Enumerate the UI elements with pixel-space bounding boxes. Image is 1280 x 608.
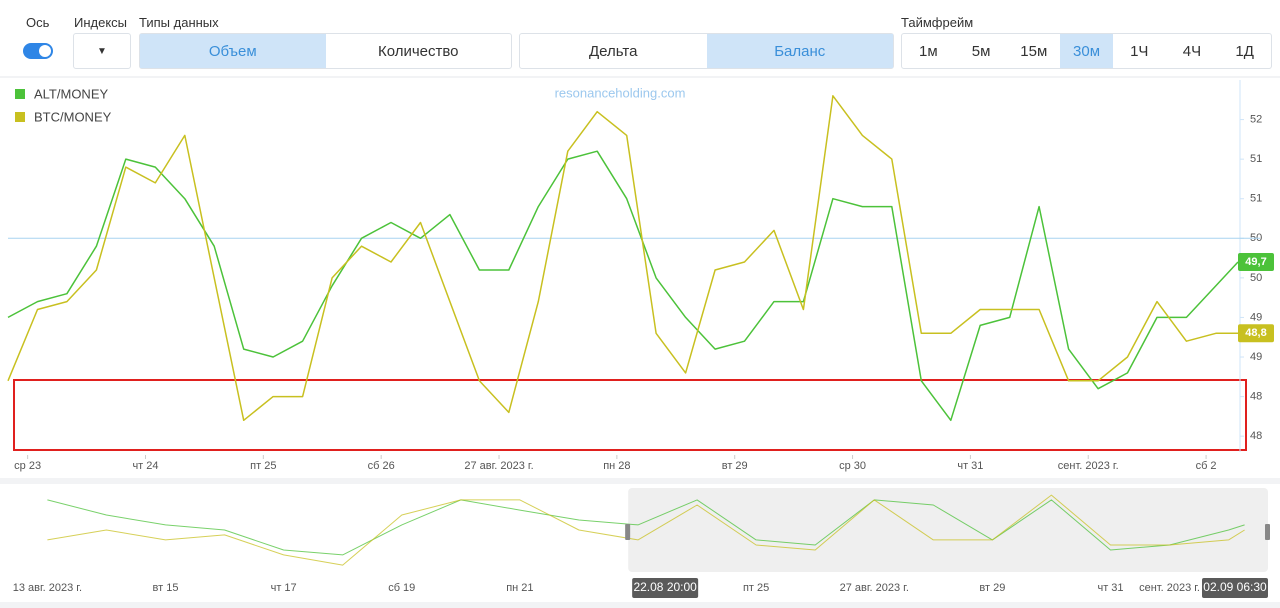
y-tick-label: 51 [1250,193,1262,205]
chart-panel [0,78,1280,478]
legend-label: BTC/MONEY [34,109,112,124]
option[interactable]: Баланс [706,34,893,68]
option[interactable]: 1м [919,42,938,60]
range-badge [632,578,699,598]
option[interactable]: Объем [140,34,326,68]
nav-tick-label: сб 19 [388,582,415,594]
nav-tick-label: 27 авг. 2023 г. [840,582,909,594]
x-tick-label: 27 авг. 2023 г. [464,460,533,472]
y-tick-label: 51 [1250,153,1262,165]
y-tick-label: 49 [1250,351,1262,363]
indices-dropdown[interactable]: ▼ [73,33,131,69]
x-tick-label: сб 2 [1196,460,1217,472]
end-badge-label: 48,8 [1245,327,1266,339]
end-badge-label: 49,7 [1245,256,1266,268]
nav-tick-label: вт 15 [153,582,179,594]
indices-label: Индексы [74,15,128,30]
x-tick-label: чт 24 [132,460,158,472]
range-badge [1202,578,1268,598]
x-tick-label: ср 30 [839,460,866,472]
option[interactable]: 5м [971,42,991,60]
x-tick-label: ср 23 [14,460,41,472]
option[interactable]: Дельта [589,42,638,60]
timeframe-label: Таймфрейм [901,15,974,30]
timeframe: 1м 5м 15м 30м 1Ч 4Ч 1Д [901,33,1272,69]
navigator-selection [628,488,1268,572]
option[interactable]: 1Д [1235,42,1254,60]
y-tick-label: 50 [1250,272,1262,284]
y-tick-label: 48 [1250,430,1262,442]
option[interactable]: Количество [377,42,459,60]
nav-tick-label: сент. 2023 г. [1139,582,1200,594]
nav-tick-label: чт 31 [1097,582,1123,594]
series-line [47,494,1245,566]
option[interactable]: 1Ч [1130,42,1149,60]
range-badge-label: 02.09 06:30 [1203,580,1267,594]
toolbar: Ось Индексы ▼ Типы данных Объем Количест… [0,0,1280,76]
navigator-handle [625,524,631,540]
mode: Дельта Баланс [519,33,894,69]
legend-swatch [15,112,25,122]
nav-tick-label: пн 21 [506,582,533,594]
y-tick-label: 52 [1250,113,1262,125]
end-badge [1238,324,1274,343]
end-badge [1238,253,1274,272]
x-tick-label: сент. 2023 г. [1058,460,1119,472]
series-line [47,499,1245,556]
data-types-label: Типы данных [139,15,219,30]
series-line [7,95,1238,422]
y-tick-label: 49 [1250,311,1262,323]
x-tick-label: чт 31 [957,460,983,472]
nav-tick-label: чт 17 [271,582,297,594]
x-tick-label: пн 28 [603,460,630,472]
legend-swatch [15,89,25,99]
data-types: Объем Количество [139,33,512,69]
x-tick-label: вт 29 [722,460,748,472]
legend-label: ALT/MONEY [34,86,108,101]
x-tick-label: сб 26 [368,460,395,472]
y-tick-label: 48 [1250,391,1262,403]
range-badge-label: 22.08 20:00 [633,580,697,594]
series-line [7,150,1239,422]
axis-label: Ось [26,15,50,30]
option[interactable]: 30м [1060,34,1113,68]
highlight-box [13,379,1247,451]
nav-tick-label: вт 29 [979,582,1005,594]
axis-toggle[interactable] [23,43,53,59]
nav-tick-label: пт 25 [743,582,769,594]
navigator-handle [1265,524,1270,540]
watermark: resonanceholding.com [555,85,686,100]
option[interactable]: 4Ч [1182,42,1202,60]
nav-tick-label: 13 авг. 2023 г. [13,582,82,594]
option[interactable]: 15м [1020,42,1048,60]
x-tick-label: пт 25 [250,460,276,472]
